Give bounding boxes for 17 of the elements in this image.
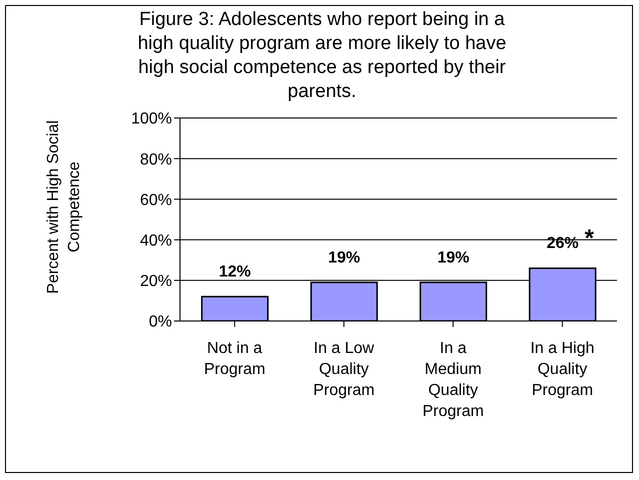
- chart-title: Figure 3: Adolescents who report being in a high quality program are more likely to have high social competence as reported by their parents.: [136, 8, 508, 104]
- data-label: 26%: [546, 235, 579, 252]
- x-tick-label: In a Medium Quality Program: [422, 340, 484, 420]
- y-tick-label: 60%: [140, 192, 172, 209]
- y-tick-label: 20%: [140, 273, 172, 290]
- y-tick-label: 100%: [131, 110, 172, 128]
- x-tick-label: Not in a Program: [204, 340, 266, 378]
- x-tick-label: In a Low Quality Program: [313, 340, 375, 399]
- y-axis-title: Percent with High Social Competence: [44, 119, 84, 296]
- data-label: 19%: [328, 249, 360, 266]
- y-tick-label: 40%: [140, 232, 172, 250]
- annotation: *: [584, 225, 595, 252]
- x-tick-label: In a High Quality Program: [530, 340, 594, 399]
- data-label: 19%: [437, 249, 470, 266]
- y-tick-label: 80%: [140, 151, 172, 168]
- data-label: 12%: [218, 264, 251, 281]
- y-tick-label: 0%: [148, 314, 172, 331]
